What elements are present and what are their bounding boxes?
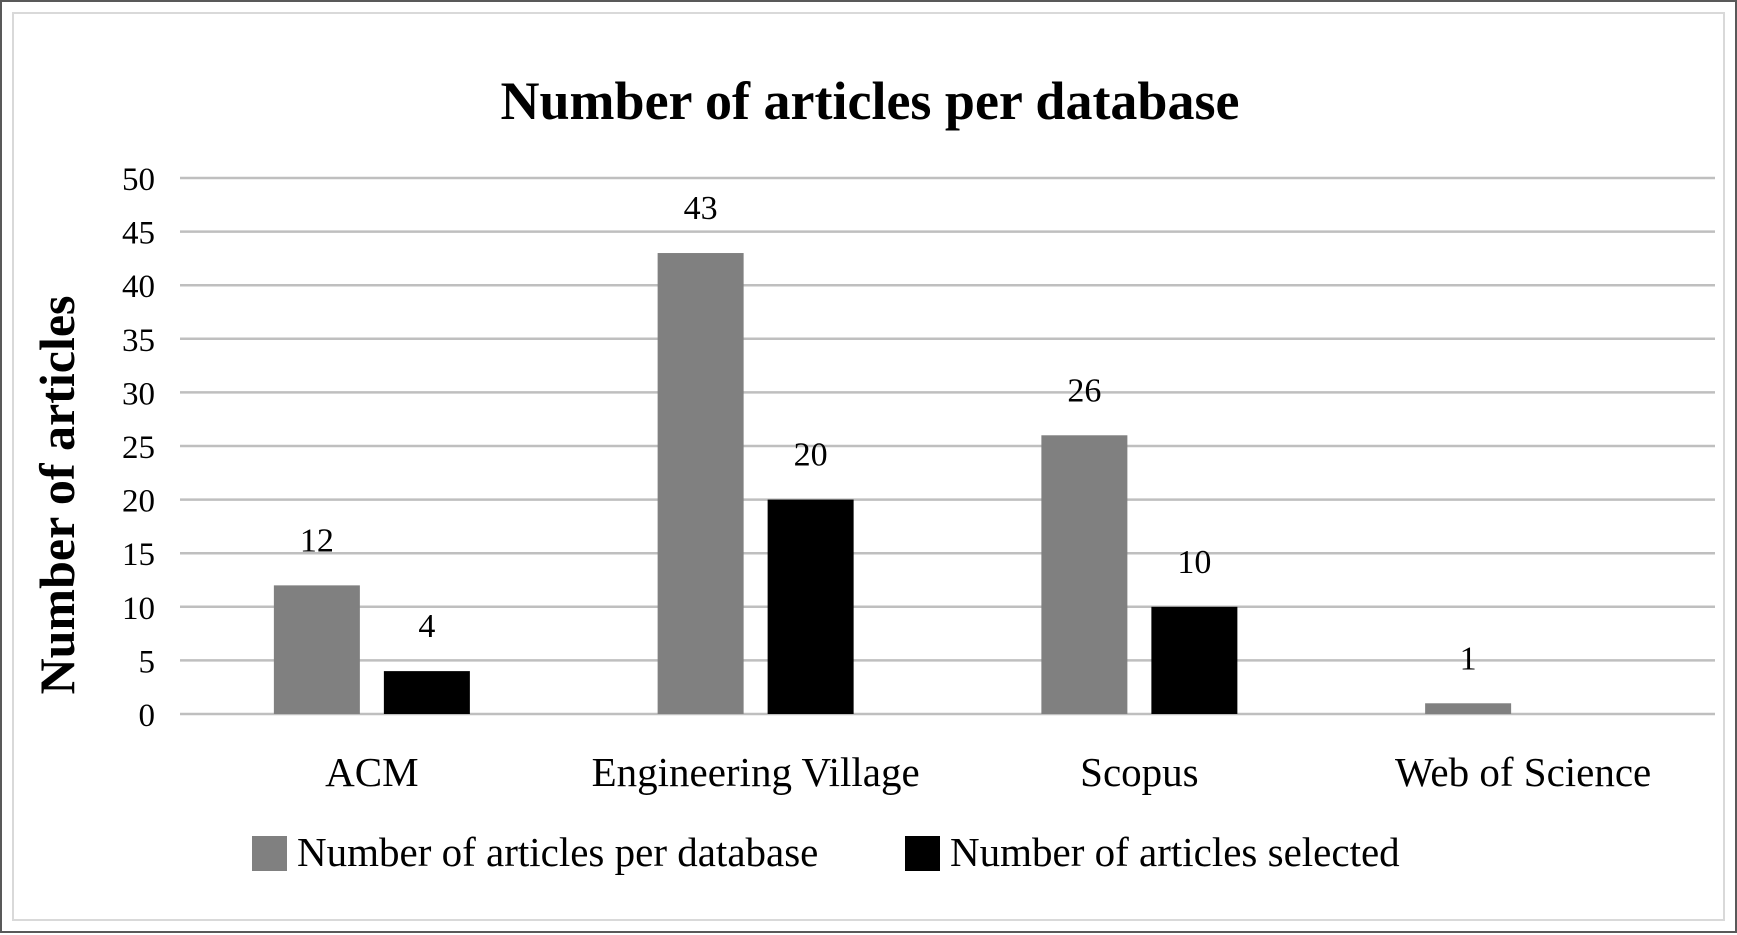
y-tick-label: 20 [122,484,155,520]
x-category-label: Engineering Village [592,749,920,795]
bar [657,253,744,715]
bar [1425,703,1512,714]
data-label: 1 [1460,640,1477,677]
legend-label: Number of articles selected [950,829,1400,875]
bar [273,585,360,714]
legend-swatch [252,836,287,871]
data-labels: 12 4 43 20 26 10 1 [300,190,1477,677]
bar [1151,606,1238,714]
y-tick-label: 15 [122,537,155,573]
x-category-label: Scopus [1080,749,1198,795]
y-tick-label: 10 [122,591,155,627]
data-label: 4 [418,608,435,645]
y-axis-label: Number of articles [29,296,85,695]
legend-swatch [905,836,940,871]
y-tick-label: 35 [122,323,155,359]
y-tick-label: 25 [122,430,155,466]
y-tick-label: 45 [122,216,155,252]
bar [1041,435,1128,714]
data-label: 10 [1177,544,1211,581]
legend-label: Number of articles per database [297,829,818,875]
bars [273,253,1512,715]
chart-area [12,12,1725,921]
y-tick-label: 0 [139,698,156,734]
gridlines [180,176,1715,716]
data-label: 43 [684,190,718,227]
x-category-label: Web of Science [1395,749,1651,795]
y-tick-label: 30 [122,376,155,412]
y-tick-label: 40 [122,269,155,305]
data-label: 26 [1067,372,1101,409]
data-label: 12 [300,522,334,559]
bar [383,671,470,714]
chart-title: Number of articles per database [501,71,1240,131]
y-tick-label: 5 [139,644,156,680]
data-label: 20 [794,437,828,474]
x-category-label: ACM [325,749,418,795]
x-axis-categories: ACM Engineering Village Scopus Web of Scien… [325,749,1651,795]
y-tick-label: 50 [122,162,155,198]
y-axis-ticks: 0 5 10 15 20 25 30 35 40 45 50 [122,162,155,734]
legend: Number of articles per database Number of… [252,829,1400,875]
bar [767,499,854,714]
